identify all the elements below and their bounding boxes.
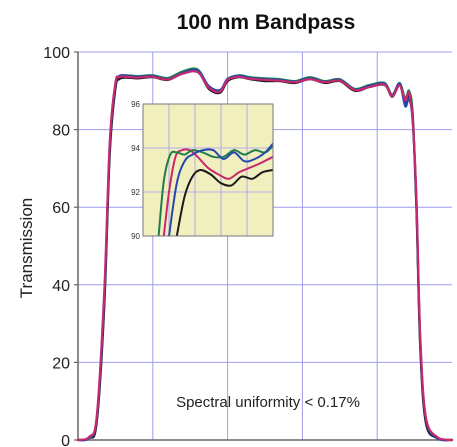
uniformity-annotation: Spectral uniformity < 0.17% bbox=[176, 394, 360, 411]
inset-line-black bbox=[175, 168, 273, 236]
y-tick-label: 40 bbox=[52, 278, 70, 295]
y-tick-label: 20 bbox=[52, 355, 70, 372]
inset-background bbox=[142, 103, 274, 237]
inset-y-tick-label: 96 bbox=[131, 100, 140, 109]
y-tick-labels: 0 20 40 60 80 100 bbox=[43, 45, 78, 447]
inset-y-tick-label: 92 bbox=[131, 188, 140, 197]
y-tick-label: 0 bbox=[61, 433, 70, 447]
y-axis-label: Transmission bbox=[17, 198, 36, 298]
inset-y-tick-label: 94 bbox=[131, 144, 140, 153]
series-line-magenta bbox=[76, 70, 454, 442]
main-series bbox=[76, 67, 454, 442]
inset-zoom-plot: 90 92 94 96 bbox=[131, 100, 274, 241]
inset-y-tick-label: 90 bbox=[131, 232, 140, 241]
plot-axes bbox=[77, 52, 452, 441]
inset-line-magenta bbox=[162, 148, 273, 236]
inset-line-green bbox=[157, 144, 273, 236]
y-tick-label: 80 bbox=[52, 123, 70, 140]
inset-series bbox=[157, 142, 273, 236]
inset-line-blue bbox=[168, 142, 273, 236]
inset-border bbox=[142, 103, 274, 237]
y-tick-label: 60 bbox=[52, 200, 70, 217]
y-tick-label: 100 bbox=[43, 45, 70, 62]
chart-title: 100 nm Bandpass bbox=[177, 11, 356, 34]
